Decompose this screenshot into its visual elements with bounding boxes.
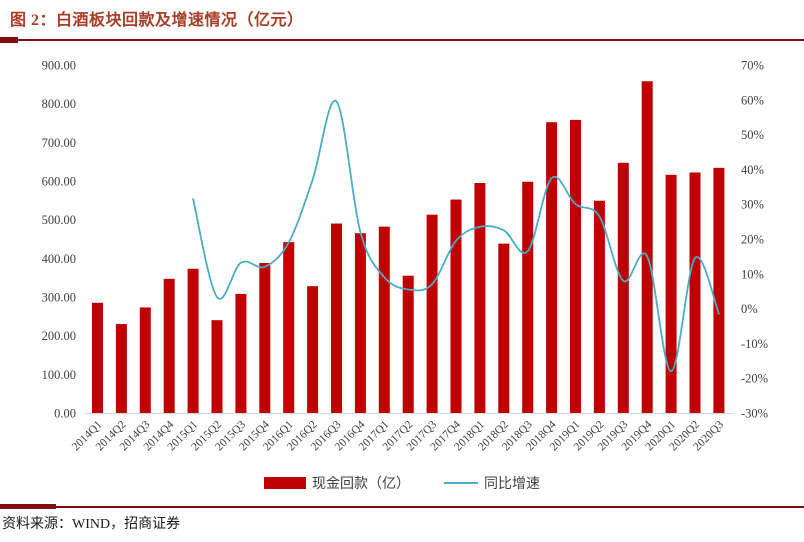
svg-text:50%: 50% xyxy=(741,128,764,142)
bar-2016Q2 xyxy=(307,286,319,413)
svg-text:600.00: 600.00 xyxy=(42,175,76,189)
bar-2017Q2 xyxy=(402,275,414,413)
bar-2017Q1 xyxy=(378,226,390,413)
bar-2015Q1 xyxy=(187,268,199,413)
bar-2018Q2 xyxy=(498,243,510,413)
chart-legend: 现金回款（亿） 同比增速 xyxy=(0,473,804,493)
svg-text:-30%: -30% xyxy=(741,407,768,421)
bar-2019Q2 xyxy=(593,200,605,413)
legend-item-line: 同比增速 xyxy=(444,473,540,493)
bar-2015Q4 xyxy=(259,262,271,413)
legend-bar-label: 现金回款（亿） xyxy=(312,477,410,492)
bar-2016Q3 xyxy=(331,223,342,413)
bar-2015Q3 xyxy=(235,293,247,413)
growth-line xyxy=(192,99,720,373)
bar-2019Q3 xyxy=(617,162,629,413)
legend-bar-swatch-icon xyxy=(264,477,306,489)
bar-2019Q1 xyxy=(570,119,581,413)
legend-item-bar: 现金回款（亿） xyxy=(264,473,410,493)
legend-line-label: 同比增速 xyxy=(484,477,540,492)
title-divider xyxy=(0,39,804,41)
svg-text:-10%: -10% xyxy=(741,337,768,351)
svg-text:20%: 20% xyxy=(741,233,764,247)
bar-2017Q3 xyxy=(426,214,438,413)
svg-text:700.00: 700.00 xyxy=(42,136,76,150)
bar-2018Q1 xyxy=(474,182,486,413)
bar-2020Q2 xyxy=(689,172,701,413)
svg-text:10%: 10% xyxy=(741,267,764,281)
bar-2014Q2 xyxy=(115,324,127,413)
svg-text:800.00: 800.00 xyxy=(42,97,76,111)
svg-text:500.00: 500.00 xyxy=(42,213,76,227)
right-axis-labels: -30% -20% -10% 0% 10% 20% 30% 40% 50% 60% 70% xyxy=(741,59,768,421)
svg-text:300.00: 300.00 xyxy=(42,291,76,305)
title-divider-tab xyxy=(0,37,18,43)
bar-2014Q4 xyxy=(163,278,175,413)
bar-2014Q3 xyxy=(139,307,151,413)
bar-2018Q3 xyxy=(522,181,534,413)
legend-line-swatch-icon xyxy=(444,482,478,484)
footer-divider-tab xyxy=(0,504,56,509)
left-axis-labels: 0.00 100.00 200.00 300.00 400.00 500.00 600.00… xyxy=(42,59,76,421)
source-note: 资料来源：WIND，招商证券 xyxy=(2,517,181,532)
bar-2017Q4 xyxy=(450,199,462,413)
bar-2018Q4 xyxy=(546,122,558,413)
bar-2016Q1 xyxy=(283,242,295,413)
figure-title: 图 2：白酒板块回款及增速情况（亿元） xyxy=(10,12,304,29)
footer-divider xyxy=(0,506,804,508)
bar-2014Q1 xyxy=(92,302,103,413)
svg-text:40%: 40% xyxy=(741,163,764,177)
bar-2020Q3 xyxy=(713,167,725,413)
svg-text:100.00: 100.00 xyxy=(42,368,76,382)
svg-text:-20%: -20% xyxy=(741,372,768,386)
bar-2015Q2 xyxy=(211,320,223,413)
svg-text:30%: 30% xyxy=(741,198,764,212)
svg-text:70%: 70% xyxy=(741,59,764,73)
svg-text:0.00: 0.00 xyxy=(54,407,76,421)
svg-text:200.00: 200.00 xyxy=(42,329,76,343)
bar-2020Q1 xyxy=(665,174,677,413)
svg-text:0%: 0% xyxy=(741,302,758,316)
svg-text:900.00: 900.00 xyxy=(42,59,76,73)
svg-text:60%: 60% xyxy=(741,93,764,107)
bars-group xyxy=(92,81,725,414)
svg-text:400.00: 400.00 xyxy=(42,252,76,266)
bar-2016Q4 xyxy=(354,233,366,413)
x-axis-labels: 2014Q12014Q22014Q32014Q42015Q12015Q22015… xyxy=(70,418,726,453)
bar-2019Q4 xyxy=(641,81,653,414)
